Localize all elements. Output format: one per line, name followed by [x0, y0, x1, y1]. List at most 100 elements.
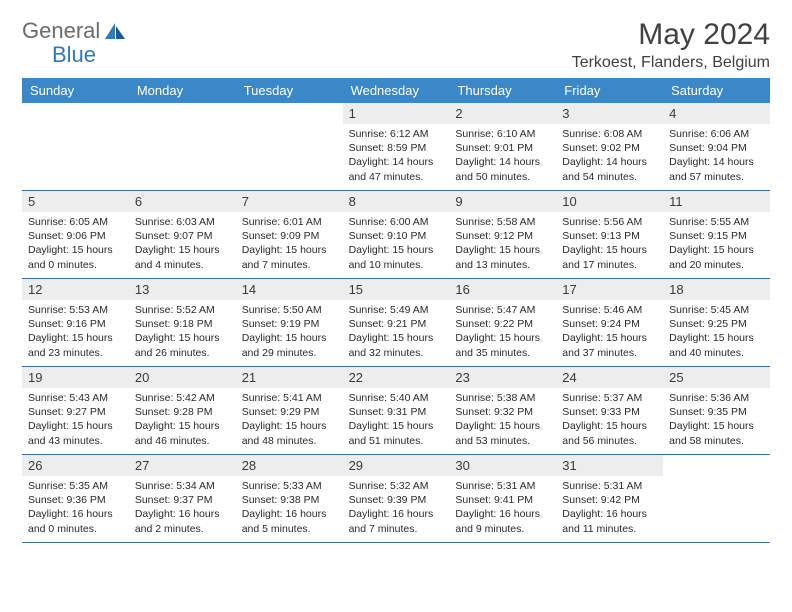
day-number: 21 [236, 367, 343, 388]
day-number: 23 [449, 367, 556, 388]
day-info: Sunrise: 6:10 AMSunset: 9:01 PMDaylight:… [449, 124, 556, 190]
calendar-cell-empty: . [236, 103, 343, 191]
day-info: Sunrise: 5:58 AMSunset: 9:12 PMDaylight:… [449, 212, 556, 278]
calendar-cell: 5Sunrise: 6:05 AMSunset: 9:06 PMDaylight… [22, 191, 129, 279]
day-info: Sunrise: 5:53 AMSunset: 9:16 PMDaylight:… [22, 300, 129, 366]
calendar-cell: 22Sunrise: 5:40 AMSunset: 9:31 PMDayligh… [343, 367, 450, 455]
day-number: 5 [22, 191, 129, 212]
day-number: 28 [236, 455, 343, 476]
day-info: Sunrise: 5:55 AMSunset: 9:15 PMDaylight:… [663, 212, 770, 278]
day-number: 22 [343, 367, 450, 388]
day-number: 9 [449, 191, 556, 212]
day-info: Sunrise: 5:52 AMSunset: 9:18 PMDaylight:… [129, 300, 236, 366]
day-info: Sunrise: 5:32 AMSunset: 9:39 PMDaylight:… [343, 476, 450, 542]
day-number: 10 [556, 191, 663, 212]
calendar-cell: 3Sunrise: 6:08 AMSunset: 9:02 PMDaylight… [556, 103, 663, 191]
location-text: Terkoest, Flanders, Belgium [572, 54, 770, 72]
day-info: Sunrise: 5:49 AMSunset: 9:21 PMDaylight:… [343, 300, 450, 366]
day-info: Sunrise: 6:00 AMSunset: 9:10 PMDaylight:… [343, 212, 450, 278]
day-info: Sunrise: 5:45 AMSunset: 9:25 PMDaylight:… [663, 300, 770, 366]
calendar-cell: 29Sunrise: 5:32 AMSunset: 9:39 PMDayligh… [343, 455, 450, 543]
day-number: 25 [663, 367, 770, 388]
day-info: Sunrise: 5:56 AMSunset: 9:13 PMDaylight:… [556, 212, 663, 278]
calendar-cell: 31Sunrise: 5:31 AMSunset: 9:42 PMDayligh… [556, 455, 663, 543]
day-info: Sunrise: 6:03 AMSunset: 9:07 PMDaylight:… [129, 212, 236, 278]
day-number: 31 [556, 455, 663, 476]
title-block: May 2024 Terkoest, Flanders, Belgium [572, 18, 770, 72]
calendar-cell: 26Sunrise: 5:35 AMSunset: 9:36 PMDayligh… [22, 455, 129, 543]
calendar-cell: 14Sunrise: 5:50 AMSunset: 9:19 PMDayligh… [236, 279, 343, 367]
calendar-body: ...1Sunrise: 6:12 AMSunset: 8:59 PMDayli… [22, 103, 770, 543]
header: General May 2024 Terkoest, Flanders, Bel… [22, 18, 770, 72]
calendar-cell: 11Sunrise: 5:55 AMSunset: 9:15 PMDayligh… [663, 191, 770, 279]
day-info: Sunrise: 5:31 AMSunset: 9:42 PMDaylight:… [556, 476, 663, 542]
calendar-cell: 30Sunrise: 5:31 AMSunset: 9:41 PMDayligh… [449, 455, 556, 543]
calendar-cell: 12Sunrise: 5:53 AMSunset: 9:16 PMDayligh… [22, 279, 129, 367]
day-info: Sunrise: 5:40 AMSunset: 9:31 PMDaylight:… [343, 388, 450, 454]
day-header: Sunday [22, 78, 129, 103]
calendar-header-row: SundayMondayTuesdayWednesdayThursdayFrid… [22, 78, 770, 103]
day-number: 12 [22, 279, 129, 300]
day-info: Sunrise: 5:35 AMSunset: 9:36 PMDaylight:… [22, 476, 129, 542]
day-number: 4 [663, 103, 770, 124]
day-info: Sunrise: 5:33 AMSunset: 9:38 PMDaylight:… [236, 476, 343, 542]
calendar-cell-empty: . [663, 455, 770, 543]
calendar-cell: 24Sunrise: 5:37 AMSunset: 9:33 PMDayligh… [556, 367, 663, 455]
day-number: 18 [663, 279, 770, 300]
month-title: May 2024 [572, 18, 770, 52]
day-info: Sunrise: 5:47 AMSunset: 9:22 PMDaylight:… [449, 300, 556, 366]
calendar-cell: 13Sunrise: 5:52 AMSunset: 9:18 PMDayligh… [129, 279, 236, 367]
day-info: Sunrise: 5:50 AMSunset: 9:19 PMDaylight:… [236, 300, 343, 366]
day-number: 14 [236, 279, 343, 300]
logo-text-general: General [22, 18, 100, 44]
day-number: 2 [449, 103, 556, 124]
day-number: 26 [22, 455, 129, 476]
calendar-cell: 21Sunrise: 5:41 AMSunset: 9:29 PMDayligh… [236, 367, 343, 455]
day-number: 17 [556, 279, 663, 300]
day-number: 15 [343, 279, 450, 300]
calendar-cell: 10Sunrise: 5:56 AMSunset: 9:13 PMDayligh… [556, 191, 663, 279]
day-number: 16 [449, 279, 556, 300]
day-number: 7 [236, 191, 343, 212]
calendar-cell: 17Sunrise: 5:46 AMSunset: 9:24 PMDayligh… [556, 279, 663, 367]
day-number: 27 [129, 455, 236, 476]
day-number: 11 [663, 191, 770, 212]
calendar-cell: 7Sunrise: 6:01 AMSunset: 9:09 PMDaylight… [236, 191, 343, 279]
day-info: Sunrise: 5:31 AMSunset: 9:41 PMDaylight:… [449, 476, 556, 542]
day-number: 1 [343, 103, 450, 124]
day-info: Sunrise: 5:38 AMSunset: 9:32 PMDaylight:… [449, 388, 556, 454]
day-header: Friday [556, 78, 663, 103]
calendar-cell: 16Sunrise: 5:47 AMSunset: 9:22 PMDayligh… [449, 279, 556, 367]
day-header: Wednesday [343, 78, 450, 103]
day-info: Sunrise: 5:42 AMSunset: 9:28 PMDaylight:… [129, 388, 236, 454]
calendar-cell: 6Sunrise: 6:03 AMSunset: 9:07 PMDaylight… [129, 191, 236, 279]
day-info: Sunrise: 5:36 AMSunset: 9:35 PMDaylight:… [663, 388, 770, 454]
day-info: Sunrise: 6:05 AMSunset: 9:06 PMDaylight:… [22, 212, 129, 278]
day-info: Sunrise: 6:01 AMSunset: 9:09 PMDaylight:… [236, 212, 343, 278]
calendar-cell: 25Sunrise: 5:36 AMSunset: 9:35 PMDayligh… [663, 367, 770, 455]
logo-sail-icon [104, 22, 126, 40]
calendar-cell-empty: . [22, 103, 129, 191]
calendar-cell: 27Sunrise: 5:34 AMSunset: 9:37 PMDayligh… [129, 455, 236, 543]
day-number: 8 [343, 191, 450, 212]
calendar-cell: 4Sunrise: 6:06 AMSunset: 9:04 PMDaylight… [663, 103, 770, 191]
day-info: Sunrise: 5:41 AMSunset: 9:29 PMDaylight:… [236, 388, 343, 454]
logo-text-blue: Blue [52, 42, 96, 67]
day-info: Sunrise: 6:06 AMSunset: 9:04 PMDaylight:… [663, 124, 770, 190]
day-number: 29 [343, 455, 450, 476]
day-info: Sunrise: 5:34 AMSunset: 9:37 PMDaylight:… [129, 476, 236, 542]
day-info: Sunrise: 5:43 AMSunset: 9:27 PMDaylight:… [22, 388, 129, 454]
day-number: 6 [129, 191, 236, 212]
calendar-cell: 9Sunrise: 5:58 AMSunset: 9:12 PMDaylight… [449, 191, 556, 279]
day-header: Monday [129, 78, 236, 103]
day-number: 24 [556, 367, 663, 388]
day-info: Sunrise: 6:08 AMSunset: 9:02 PMDaylight:… [556, 124, 663, 190]
day-number: 3 [556, 103, 663, 124]
calendar-cell: 28Sunrise: 5:33 AMSunset: 9:38 PMDayligh… [236, 455, 343, 543]
calendar-cell: 18Sunrise: 5:45 AMSunset: 9:25 PMDayligh… [663, 279, 770, 367]
calendar-cell-empty: . [129, 103, 236, 191]
day-header: Tuesday [236, 78, 343, 103]
day-info: Sunrise: 5:46 AMSunset: 9:24 PMDaylight:… [556, 300, 663, 366]
calendar-cell: 2Sunrise: 6:10 AMSunset: 9:01 PMDaylight… [449, 103, 556, 191]
day-info: Sunrise: 6:12 AMSunset: 8:59 PMDaylight:… [343, 124, 450, 190]
